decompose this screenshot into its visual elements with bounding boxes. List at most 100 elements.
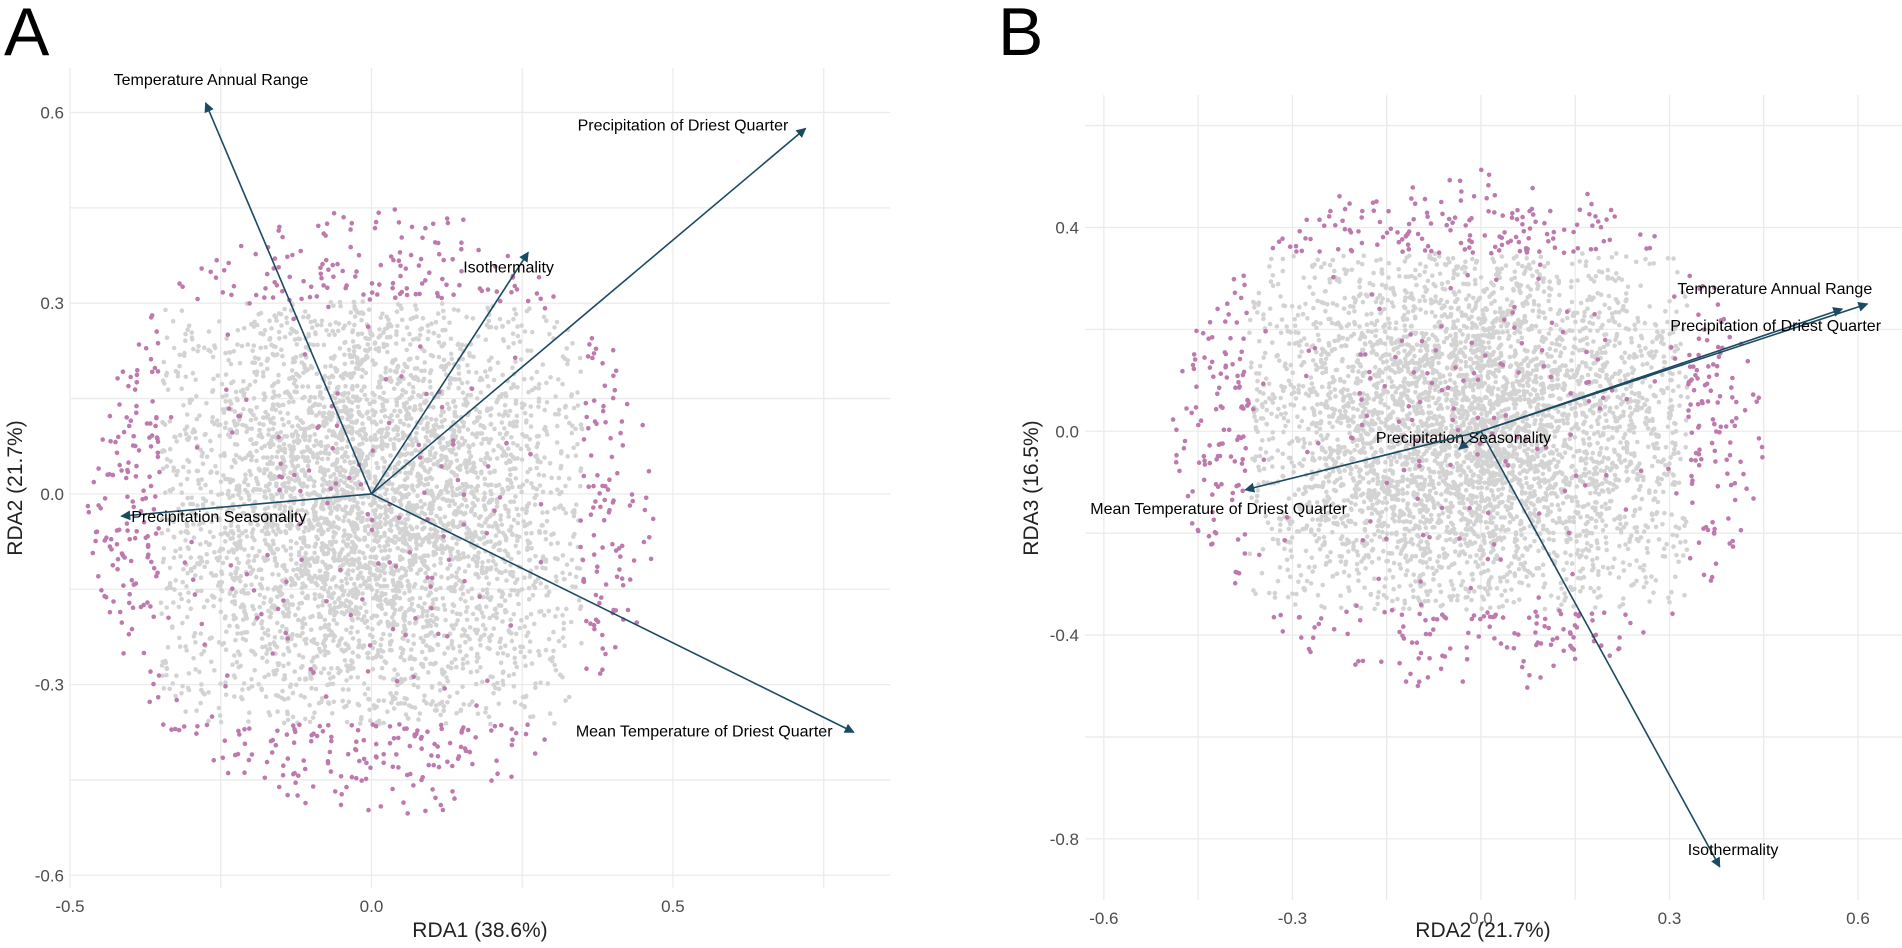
site-point — [543, 536, 549, 542]
site-point — [293, 429, 299, 434]
site-point — [331, 674, 336, 680]
site-point — [231, 418, 237, 424]
outlier-point — [314, 294, 320, 299]
outlier-point — [145, 600, 150, 605]
site-point — [283, 528, 288, 534]
site-point — [557, 491, 562, 497]
site-point — [190, 501, 196, 507]
site-point — [315, 342, 320, 348]
site-point — [277, 589, 283, 595]
site-point — [402, 657, 407, 663]
site-point — [453, 434, 459, 439]
outlier-point — [459, 728, 465, 733]
outlier-point — [134, 403, 139, 409]
site-point — [259, 687, 265, 693]
site-point — [207, 636, 213, 641]
outlier-point — [224, 387, 229, 393]
site-point — [496, 412, 502, 417]
site-point — [497, 588, 502, 593]
site-point — [441, 357, 447, 363]
site-point — [293, 612, 298, 618]
site-point — [552, 662, 557, 668]
site-point — [519, 587, 525, 592]
site-point — [261, 470, 267, 476]
site-point — [403, 532, 408, 538]
site-point — [231, 349, 237, 354]
site-point — [159, 449, 165, 455]
site-point — [419, 555, 425, 560]
site-point — [375, 465, 380, 471]
outlier-point — [399, 235, 405, 240]
outlier-point — [603, 582, 609, 587]
site-point — [423, 458, 429, 463]
site-point — [524, 633, 529, 639]
outlier-point — [581, 578, 586, 584]
site-point — [338, 603, 343, 609]
outlier-point — [303, 800, 308, 806]
site-point — [186, 323, 192, 329]
site-point — [515, 385, 520, 390]
outlier-point — [136, 448, 142, 453]
site-point — [448, 665, 454, 671]
site-point — [271, 587, 277, 592]
site-point — [372, 341, 378, 346]
outlier-point — [293, 729, 298, 735]
site-point — [212, 345, 218, 351]
outlier-point — [280, 234, 285, 240]
site-point — [456, 385, 461, 391]
site-point — [267, 459, 273, 464]
site-point — [390, 677, 396, 682]
outlier-point — [629, 492, 635, 497]
site-point — [253, 574, 259, 580]
site-point — [270, 395, 276, 401]
site-point — [529, 546, 534, 551]
site-point — [463, 497, 468, 503]
site-point — [408, 524, 413, 529]
site-point — [388, 506, 393, 512]
site-point — [403, 517, 408, 522]
site-point — [447, 503, 452, 509]
site-point — [240, 636, 246, 642]
site-point — [416, 717, 421, 722]
site-point — [171, 345, 177, 351]
site-point — [237, 578, 243, 584]
site-point — [404, 325, 410, 330]
site-point — [381, 565, 387, 571]
site-point — [517, 339, 523, 344]
site-point — [541, 314, 547, 320]
outlier-point — [221, 268, 227, 273]
site-point — [248, 472, 254, 478]
site-point — [330, 411, 336, 416]
site-point — [287, 443, 292, 449]
site-point — [317, 646, 322, 652]
site-point — [224, 336, 229, 342]
site-point — [334, 621, 340, 626]
site-point — [266, 710, 272, 715]
site-point — [296, 576, 301, 581]
site-point — [540, 565, 545, 571]
outlier-point — [316, 223, 321, 229]
outlier-point — [148, 356, 154, 362]
site-point — [389, 647, 394, 653]
site-point — [365, 543, 370, 549]
site-point — [283, 516, 289, 521]
site-point — [279, 347, 284, 353]
site-point — [512, 307, 517, 312]
site-point — [236, 560, 242, 566]
site-point — [300, 501, 306, 506]
site-point — [436, 354, 442, 360]
outlier-point — [505, 253, 511, 259]
outlier-point — [238, 243, 244, 249]
outlier-point — [584, 414, 589, 420]
site-point — [433, 422, 439, 427]
site-point — [458, 596, 464, 602]
site-point — [328, 511, 333, 516]
site-point — [515, 520, 521, 526]
site-point — [250, 603, 255, 609]
site-point — [185, 495, 190, 501]
site-point — [301, 481, 306, 487]
site-point — [289, 594, 295, 599]
site-point — [390, 577, 396, 583]
site-point — [418, 402, 423, 408]
site-point — [276, 311, 282, 316]
